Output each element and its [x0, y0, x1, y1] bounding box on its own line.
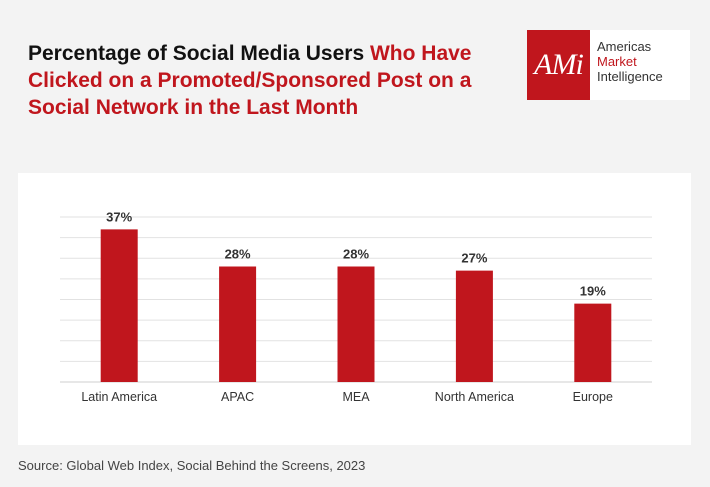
x-tick-label: Europe — [573, 390, 613, 404]
logo-line-market: Market — [597, 54, 637, 69]
x-tick-label: APAC — [221, 390, 254, 404]
ami-logo: AMi Americas Market Intelligence — [527, 30, 690, 100]
value-label: 19% — [580, 284, 606, 299]
logo-wordmark: Americas Market Intelligence — [590, 30, 663, 100]
x-tick-labels: Latin America APAC MEA North America Europe — [81, 390, 613, 404]
x-tick-label: Latin America — [81, 390, 157, 404]
logo-line-intelligence: Intelligence — [597, 69, 663, 84]
value-label: 37% — [106, 209, 132, 224]
bar — [219, 266, 257, 382]
bar — [337, 266, 375, 382]
title-part-red: Who Have Clicked on a Promoted/Sponsored… — [28, 42, 472, 119]
chart-title: Percentage of Social Media Users Who Hav… — [28, 40, 508, 121]
logo-line-americas: Americas — [597, 39, 652, 54]
source-note: Source: Global Web Index, Social Behind … — [18, 458, 366, 473]
value-label: 27% — [461, 251, 487, 266]
bar — [455, 270, 493, 382]
bar — [100, 229, 138, 382]
logo-mark: AMi — [527, 30, 590, 100]
bars — [100, 229, 612, 382]
value-labels: 37% 28% 28% 27% 19% — [106, 209, 606, 298]
value-label: 28% — [225, 247, 251, 262]
x-tick-label: North America — [435, 390, 514, 404]
title-part-black: Percentage of Social Media Users — [28, 42, 370, 65]
bar — [574, 303, 612, 382]
x-tick-label: MEA — [342, 390, 370, 404]
value-label: 28% — [343, 247, 369, 262]
